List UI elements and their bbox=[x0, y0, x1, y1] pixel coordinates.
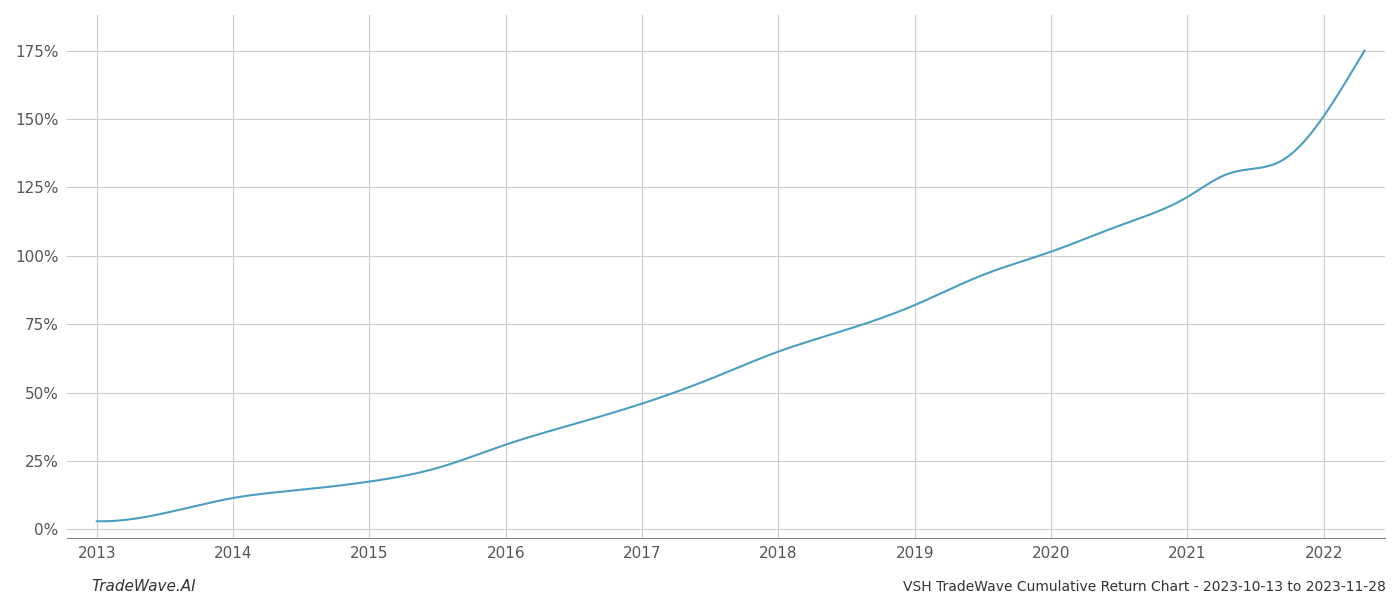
Text: VSH TradeWave Cumulative Return Chart - 2023-10-13 to 2023-11-28: VSH TradeWave Cumulative Return Chart - … bbox=[903, 580, 1386, 594]
Text: TradeWave.AI: TradeWave.AI bbox=[91, 579, 196, 594]
